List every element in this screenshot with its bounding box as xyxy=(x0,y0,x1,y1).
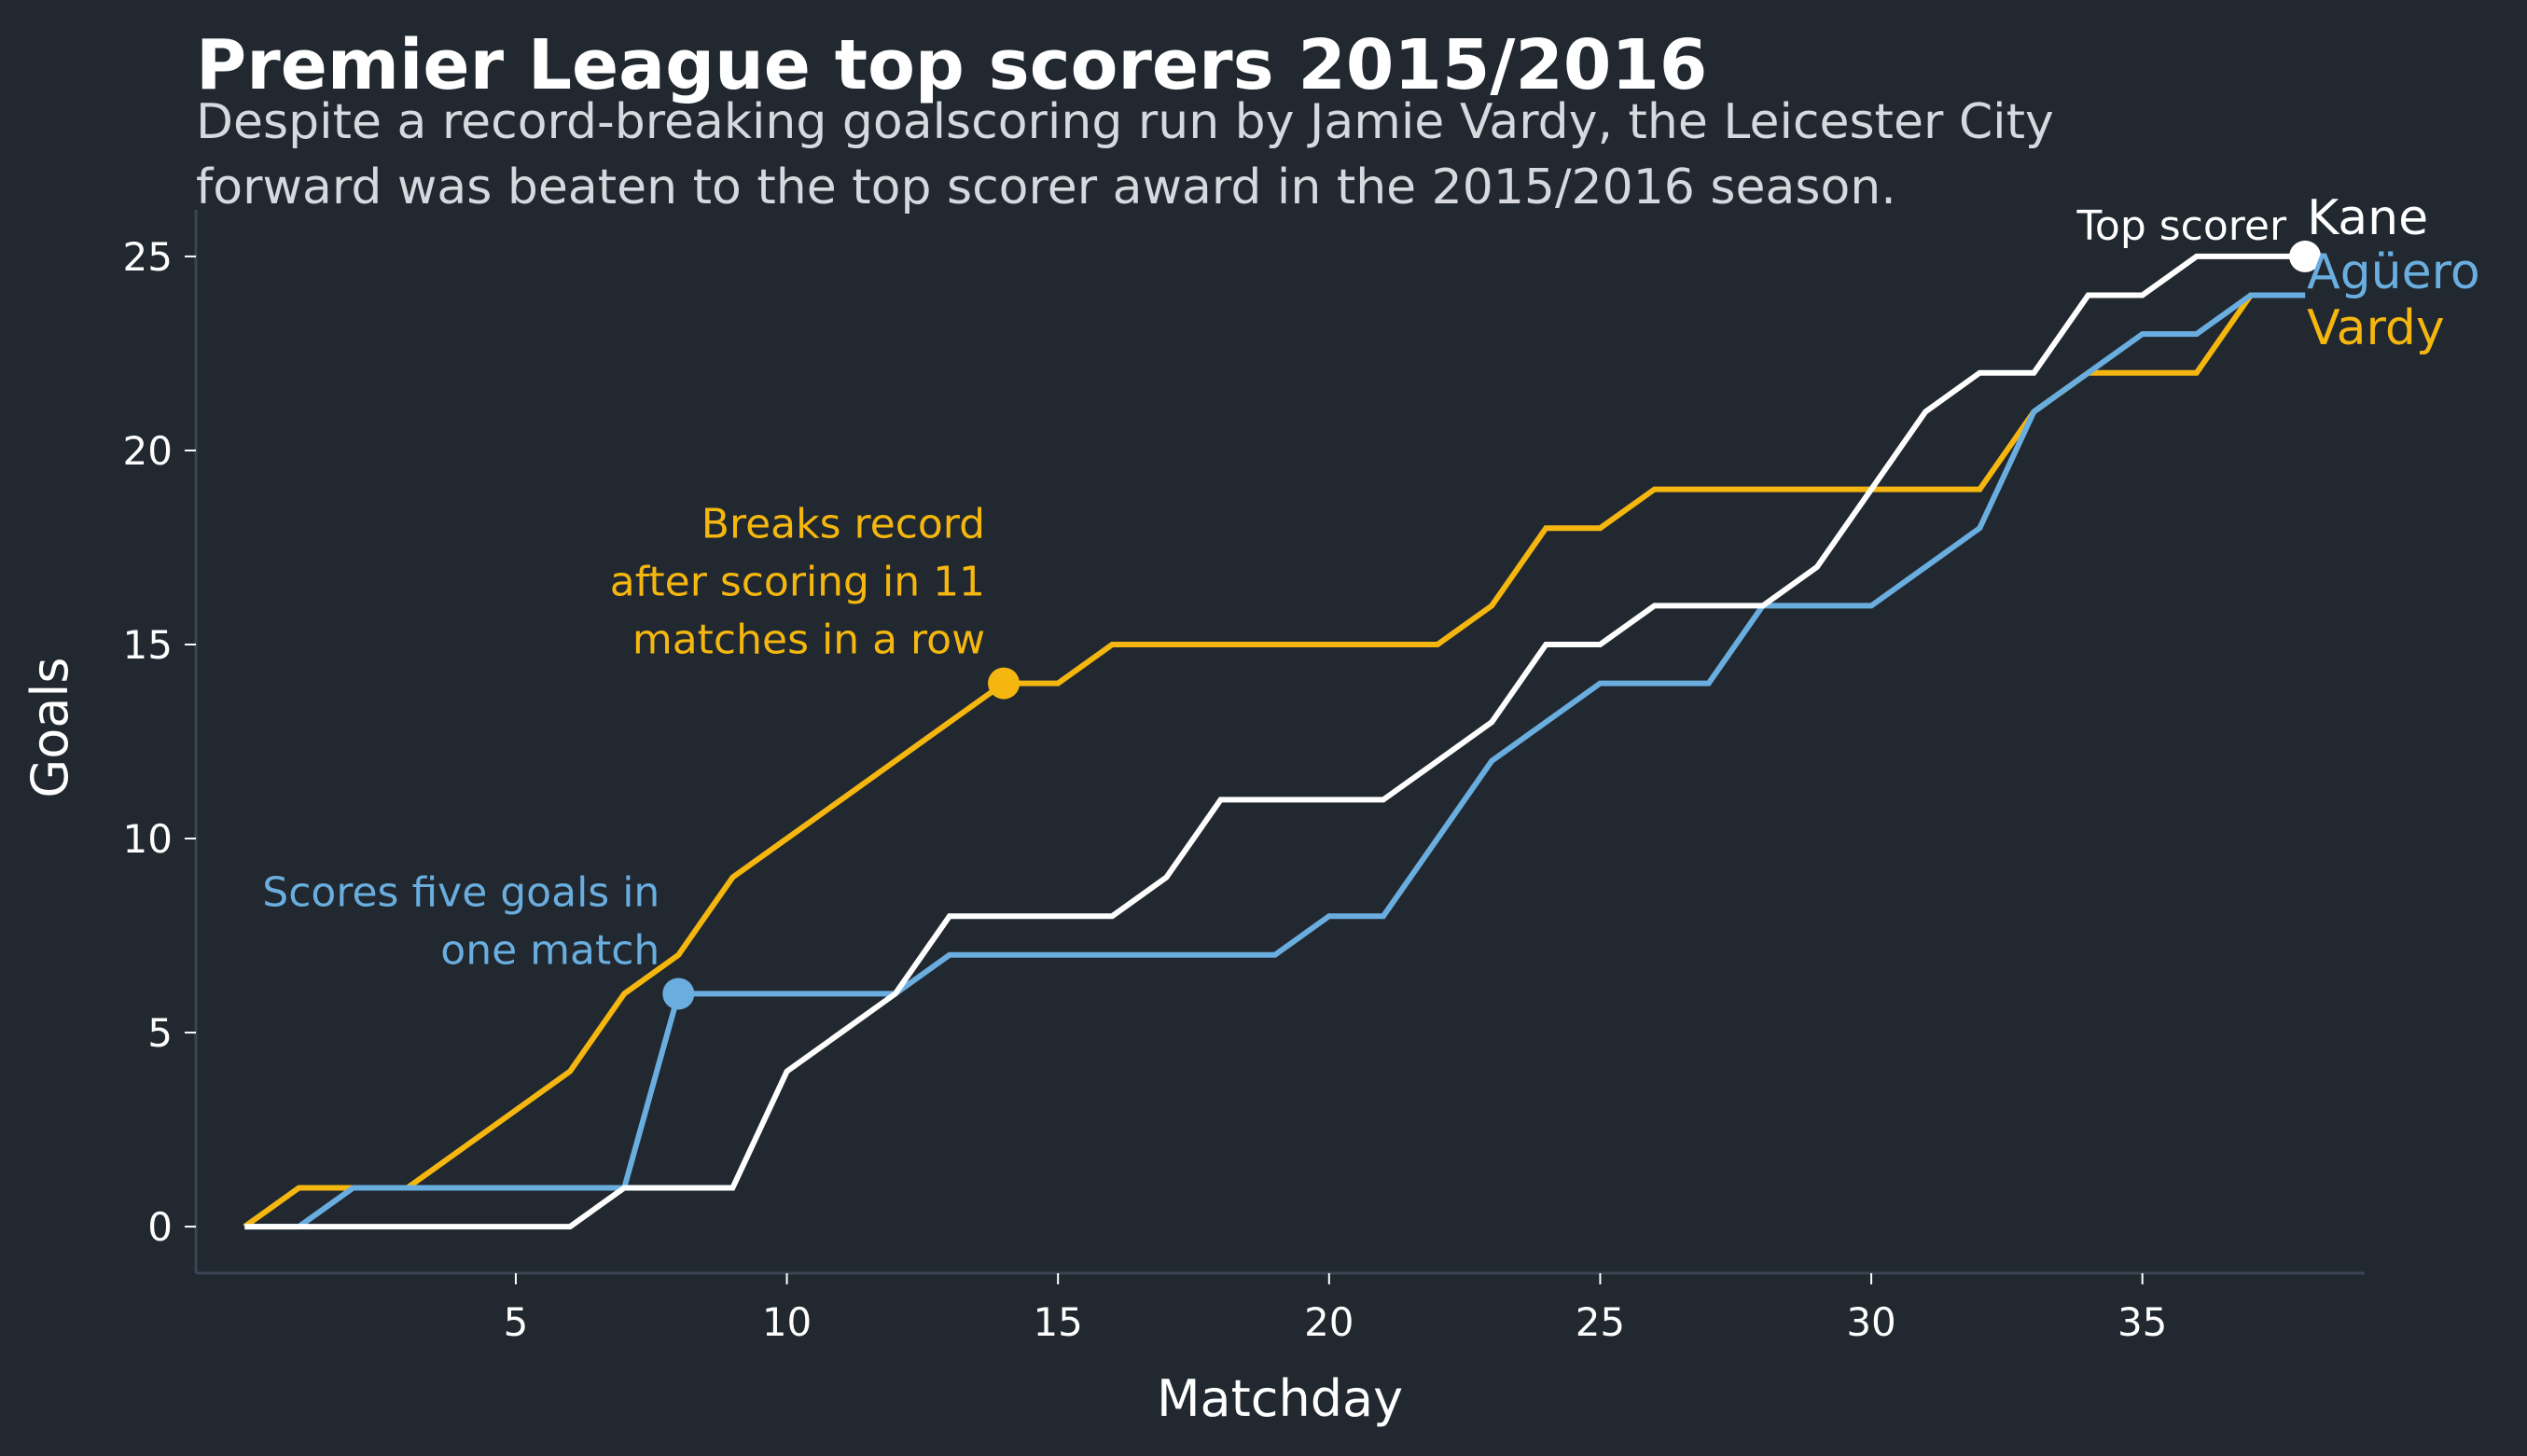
y-tick-label: 5 xyxy=(147,1010,173,1056)
chart-subtitle-line-1: Despite a record-breaking goalscoring ru… xyxy=(196,94,2054,150)
annotation-text-vardy: Breaks record xyxy=(701,501,985,548)
series-lines xyxy=(243,253,2306,1230)
annotation-text-aguero: one match xyxy=(440,926,660,974)
series-line-kane xyxy=(244,253,2306,1230)
x-tick-label: 30 xyxy=(1846,1299,1895,1345)
series-line-vardy xyxy=(243,292,2306,1229)
x-tick-label: 20 xyxy=(1304,1299,1354,1345)
y-tick-label: 25 xyxy=(123,234,173,280)
x-tick-label: 5 xyxy=(504,1299,529,1345)
y-tick-label: 0 xyxy=(147,1204,173,1250)
chart-subtitle-line-2: forward was beaten to the top scorer awa… xyxy=(196,159,1896,215)
y-axis-label: Goals xyxy=(21,657,79,797)
series-label-aguero: Agüero xyxy=(2307,244,2480,300)
series-label-vardy: Vardy xyxy=(2307,300,2445,356)
x-tick-label: 10 xyxy=(762,1299,812,1345)
annotation-text-vardy: after scoring in 11 xyxy=(610,559,985,606)
chart-title: Premier League top scorers 2015/2016 xyxy=(196,25,1707,105)
annotation-marker-vardy xyxy=(988,667,1021,700)
y-tick-label: 10 xyxy=(123,816,173,862)
series-label-kane: Kane xyxy=(2307,190,2428,246)
series-line-aguero xyxy=(244,292,2306,1230)
y-tick-label: 20 xyxy=(123,428,173,474)
axes: 5 10 15 20 25 30 35 0 5 10 15 20 25 xyxy=(123,210,2365,1345)
annotations: Breaks record after scoring in 11 matches … xyxy=(262,202,2322,1010)
y-tick-label: 15 xyxy=(123,622,173,668)
annotation-text-aguero: Scores five goals in xyxy=(262,868,660,916)
annotation-marker-kane xyxy=(2289,240,2322,272)
annotation-marker-aguero xyxy=(662,978,695,1010)
x-tick-label: 15 xyxy=(1033,1299,1082,1345)
x-tick-label: 35 xyxy=(2117,1299,2167,1345)
annotation-text-kane: Top scorer xyxy=(2076,202,2287,250)
x-axis-label: Matchday xyxy=(1157,1369,1403,1428)
annotation-text-vardy: matches in a row xyxy=(632,617,985,664)
x-tick-label: 25 xyxy=(1576,1299,1625,1345)
